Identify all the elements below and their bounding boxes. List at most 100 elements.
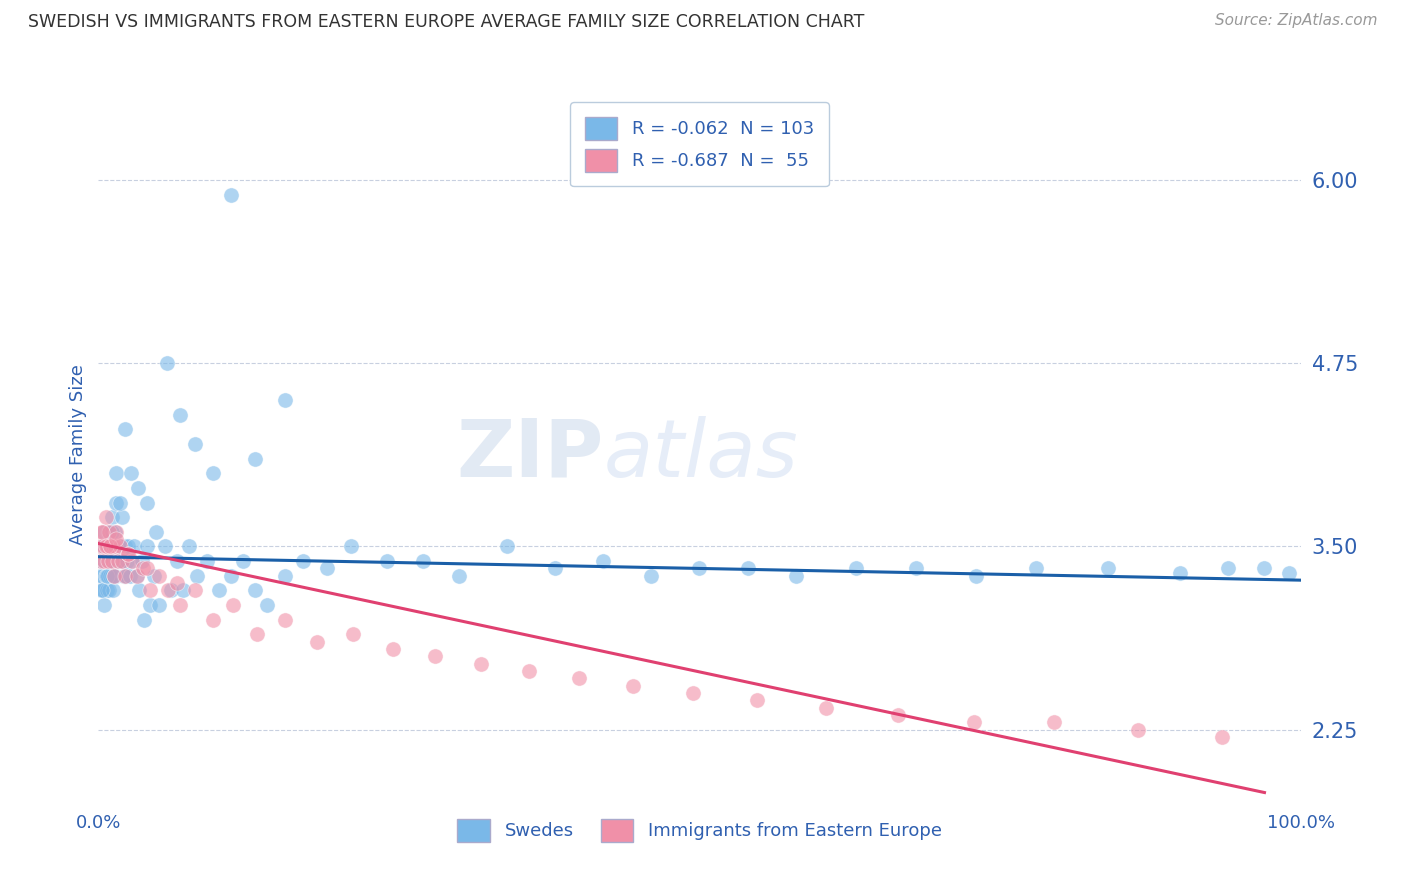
- Point: [91, 568, 114, 582]
- Point: [105, 495, 128, 509]
- Point: [93, 598, 115, 612]
- Point: [172, 583, 194, 598]
- Point: [222, 598, 245, 612]
- Point: [103, 568, 125, 582]
- Point: [447, 568, 470, 582]
- Point: [232, 554, 254, 568]
- Point: [381, 642, 404, 657]
- Point: [375, 554, 398, 568]
- Point: [243, 583, 266, 598]
- Point: [98, 583, 121, 598]
- Point: [98, 524, 121, 539]
- Point: [621, 679, 644, 693]
- Point: [544, 561, 567, 575]
- Point: [219, 568, 242, 582]
- Point: [1043, 715, 1066, 730]
- Point: [96, 540, 118, 554]
- Point: [93, 540, 115, 554]
- Point: [112, 568, 135, 582]
- Point: [98, 554, 121, 568]
- Point: [340, 540, 363, 554]
- Point: [118, 568, 141, 582]
- Point: [145, 524, 167, 539]
- Point: [94, 540, 117, 554]
- Point: [688, 561, 710, 575]
- Point: [274, 613, 297, 627]
- Point: [315, 561, 337, 575]
- Point: [104, 524, 127, 539]
- Point: [108, 540, 131, 554]
- Point: [592, 554, 614, 568]
- Point: [342, 627, 364, 641]
- Point: [682, 686, 704, 700]
- Point: [1277, 566, 1299, 580]
- Point: [101, 540, 124, 554]
- Point: [139, 583, 162, 598]
- Point: [97, 568, 120, 582]
- Point: [114, 540, 136, 554]
- Point: [246, 627, 269, 641]
- Point: [97, 554, 120, 568]
- Point: [93, 554, 115, 568]
- Point: [91, 524, 114, 539]
- Point: [747, 693, 769, 707]
- Point: [1218, 561, 1240, 575]
- Point: [640, 568, 662, 582]
- Point: [93, 524, 115, 539]
- Point: [108, 540, 131, 554]
- Point: [117, 547, 139, 561]
- Point: [737, 561, 759, 575]
- Point: [91, 583, 114, 598]
- Point: [1025, 561, 1047, 575]
- Point: [814, 700, 837, 714]
- Point: [100, 554, 122, 568]
- Point: [125, 568, 148, 582]
- Point: [256, 598, 278, 612]
- Text: SWEDISH VS IMMIGRANTS FROM EASTERN EUROPE AVERAGE FAMILY SIZE CORRELATION CHART: SWEDISH VS IMMIGRANTS FROM EASTERN EUROP…: [28, 13, 865, 31]
- Point: [132, 561, 155, 575]
- Point: [568, 671, 591, 685]
- Point: [121, 554, 143, 568]
- Point: [904, 561, 927, 575]
- Point: [412, 554, 434, 568]
- Point: [105, 524, 128, 539]
- Point: [97, 524, 120, 539]
- Point: [132, 613, 155, 627]
- Point: [962, 715, 984, 730]
- Point: [105, 532, 128, 546]
- Point: [208, 583, 231, 598]
- Point: [107, 554, 129, 568]
- Point: [201, 613, 224, 627]
- Point: [96, 568, 118, 582]
- Point: [291, 554, 314, 568]
- Y-axis label: Average Family Size: Average Family Size: [69, 365, 87, 545]
- Point: [1128, 723, 1150, 737]
- Point: [115, 568, 138, 582]
- Point: [125, 568, 148, 582]
- Point: [96, 583, 118, 598]
- Point: [105, 568, 128, 582]
- Point: [177, 540, 200, 554]
- Point: [117, 540, 139, 554]
- Point: [117, 554, 139, 568]
- Point: [100, 540, 122, 554]
- Point: [128, 583, 150, 598]
- Point: [91, 524, 114, 539]
- Point: [166, 576, 188, 591]
- Point: [110, 554, 132, 568]
- Point: [1211, 730, 1233, 744]
- Text: atlas: atlas: [603, 416, 799, 494]
- Point: [148, 598, 170, 612]
- Point: [496, 540, 519, 554]
- Point: [120, 467, 142, 481]
- Point: [121, 554, 143, 568]
- Point: [108, 495, 131, 509]
- Legend: Swedes, Immigrants from Eastern Europe: Swedes, Immigrants from Eastern Europe: [443, 805, 956, 856]
- Point: [135, 540, 157, 554]
- Point: [201, 467, 224, 481]
- Point: [101, 583, 124, 598]
- Point: [91, 583, 114, 598]
- Point: [243, 451, 266, 466]
- Point: [101, 540, 124, 554]
- Point: [91, 540, 114, 554]
